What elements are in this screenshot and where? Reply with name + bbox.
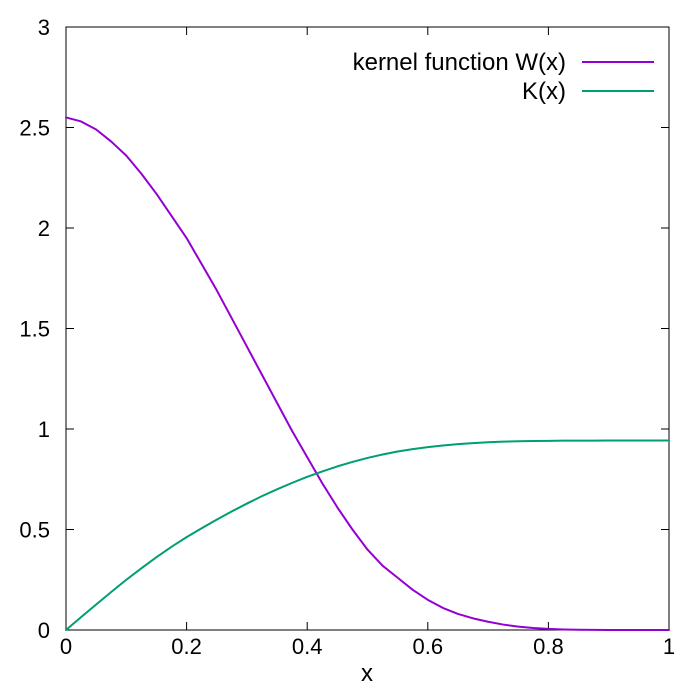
x-tick-label: 0.2	[171, 634, 202, 659]
y-tick-label: 1	[38, 417, 50, 442]
series-line-0	[65, 116, 670, 631]
x-tick-label: 0.8	[533, 634, 564, 659]
y-tick-label: 3	[38, 15, 50, 40]
y-tick-label: 2.5	[19, 116, 50, 141]
series-line-1	[65, 439, 670, 631]
series-layer	[65, 116, 670, 631]
legend: kernel function W(x)K(x)	[353, 49, 654, 105]
x-tick-label: 0.6	[413, 634, 444, 659]
y-tick-label: 1.5	[19, 317, 50, 342]
x-tick-label: 0.4	[292, 634, 323, 659]
tick-labels: 0 0.2 0.4 0.6 0.8 1 0 0.5 1 1.5 2 2.5 3	[19, 15, 675, 659]
plot-frame	[65, 26, 670, 631]
legend-label-0: kernel function W(x)	[353, 49, 566, 76]
y-tick-label: 0.5	[19, 518, 50, 543]
y-tick-label: 2	[38, 216, 50, 241]
x-tick-label: 1	[663, 634, 675, 659]
axis-ticks	[66, 27, 669, 630]
y-tick-label: 0	[38, 618, 50, 643]
legend-label-1: K(x)	[522, 78, 566, 105]
x-tick-label: 0	[60, 634, 72, 659]
x-axis-title: x	[361, 660, 373, 687]
